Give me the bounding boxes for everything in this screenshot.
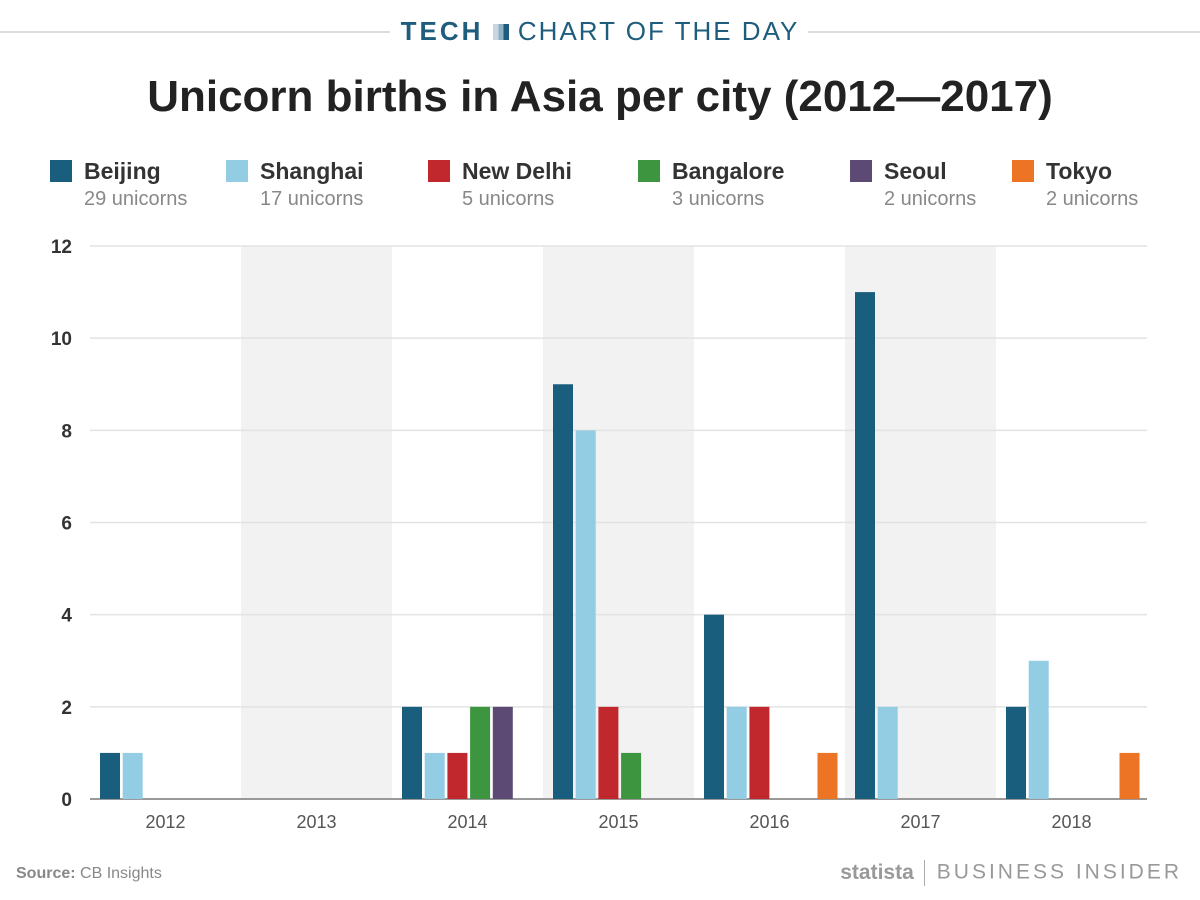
y-tick-label: 8 xyxy=(61,421,72,442)
divider xyxy=(808,31,1200,33)
x-tick-label: 2018 xyxy=(1051,812,1091,832)
legend-total: 2 unicorns xyxy=(884,188,977,210)
kicker-bold: TECH xyxy=(400,16,484,46)
y-tick-label: 0 xyxy=(61,790,72,811)
bar-shanghai xyxy=(424,752,445,799)
bar-shanghai xyxy=(877,706,898,799)
bar-chart-icon xyxy=(492,24,509,40)
kicker-text: CHART OF THE DAY xyxy=(517,16,800,46)
kicker: TECH CHART OF THE DAY xyxy=(0,16,1200,47)
legend-label: Shanghai xyxy=(260,158,364,184)
bar-beijing xyxy=(704,614,724,799)
statista-logo: statista xyxy=(840,860,914,884)
y-tick-label: 4 xyxy=(61,606,72,627)
bar-new-delhi xyxy=(447,752,468,799)
bar-tokyo xyxy=(1119,752,1140,799)
bar-beijing xyxy=(402,706,422,799)
bar-seoul xyxy=(492,706,513,799)
x-tick-label: 2015 xyxy=(598,812,638,832)
legend-swatch xyxy=(226,160,248,182)
source: Source: CB Insights xyxy=(16,865,162,883)
legend-swatch xyxy=(50,160,72,182)
legend-swatch xyxy=(1012,160,1034,182)
bar-shanghai xyxy=(726,706,747,799)
divider xyxy=(0,31,390,33)
x-tick-label: 2017 xyxy=(900,812,940,832)
legend-label: Tokyo xyxy=(1046,158,1113,184)
brand: statista BUSINESS INSIDER xyxy=(840,860,1182,886)
legend-swatch xyxy=(638,160,660,182)
legend-label: New Delhi xyxy=(462,158,572,184)
chart-title: Unicorn births in Asia per city (2012—20… xyxy=(147,72,1053,121)
legend-total: 2 unicorns xyxy=(1046,188,1139,210)
bar-shanghai xyxy=(1028,660,1049,799)
bar-bangalore xyxy=(470,706,491,799)
bar-beijing xyxy=(855,292,875,799)
legend-total: 17 unicorns xyxy=(260,188,364,210)
legend-total: 29 unicorns xyxy=(84,188,188,210)
x-tick-label: 2013 xyxy=(296,812,336,832)
x-tick-label: 2014 xyxy=(447,812,487,832)
y-tick-label: 10 xyxy=(51,329,72,350)
y-tick-label: 6 xyxy=(61,514,72,535)
bar-bangalore xyxy=(621,752,642,799)
legend-label: Bangalore xyxy=(672,158,785,184)
business-insider-logo: BUSINESS INSIDER xyxy=(936,860,1182,884)
bar-new-delhi xyxy=(749,706,770,799)
source-label: Source: xyxy=(16,865,76,882)
bar-beijing xyxy=(100,752,120,799)
source-text: CB Insights xyxy=(80,865,162,882)
legend-swatch xyxy=(850,160,872,182)
y-tick-label: 12 xyxy=(51,237,72,258)
legend-swatch xyxy=(428,160,450,182)
legend-label: Seoul xyxy=(884,158,947,184)
bar-new-delhi xyxy=(598,706,619,799)
legend-total: 3 unicorns xyxy=(672,188,765,210)
y-tick-label: 2 xyxy=(61,698,72,719)
bar-beijing xyxy=(1006,706,1026,799)
bar-shanghai xyxy=(122,752,143,799)
bar-tokyo xyxy=(817,752,838,799)
x-tick-label: 2012 xyxy=(145,812,185,832)
legend-total: 5 unicorns xyxy=(462,188,555,210)
bar-beijing xyxy=(553,384,573,799)
x-tick-label: 2016 xyxy=(749,812,789,832)
legend-label: Beijing xyxy=(84,158,161,184)
bar-shanghai xyxy=(575,430,596,799)
